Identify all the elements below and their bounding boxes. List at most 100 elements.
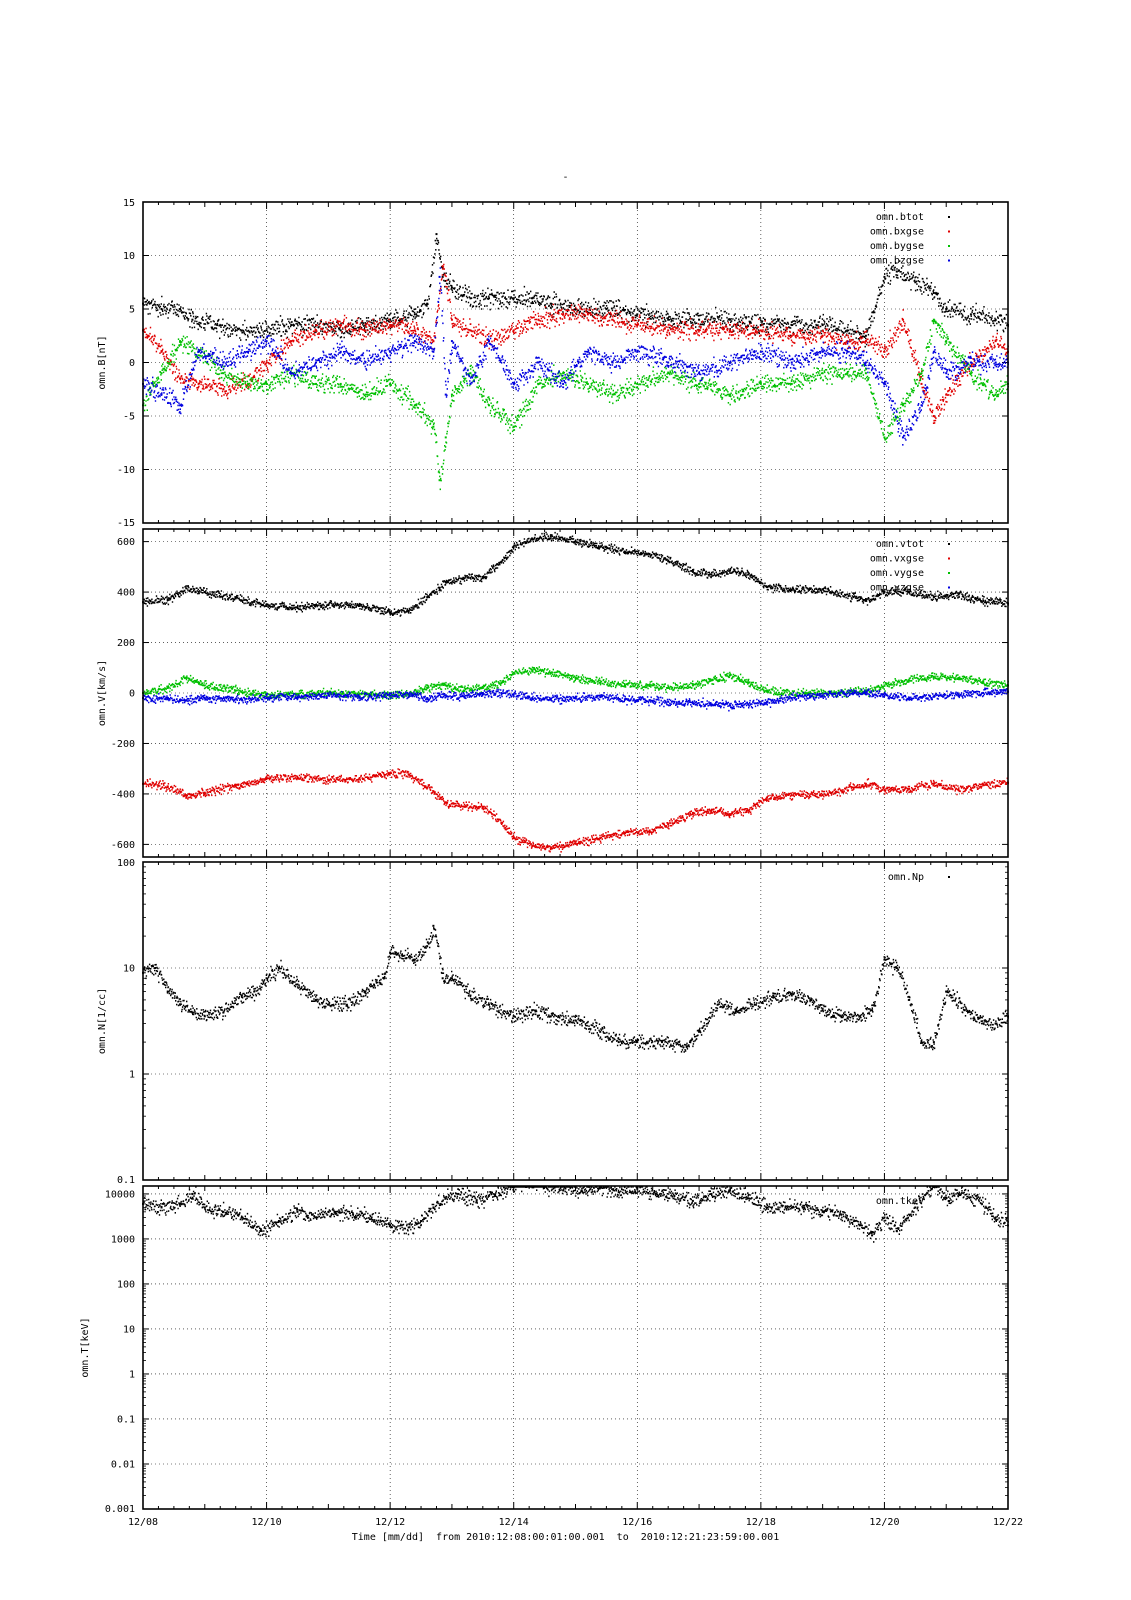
series-omn-Np — [142, 924, 1009, 1053]
data-point — [531, 297, 534, 300]
data-point — [450, 340, 453, 343]
data-point — [296, 776, 299, 779]
data-point — [821, 1009, 824, 1012]
data-point — [444, 436, 447, 439]
y-tick-label: 0.01 — [111, 1459, 135, 1470]
data-point — [945, 1197, 948, 1200]
plot-frame — [142, 861, 1009, 1181]
y-tick-label: 600 — [117, 537, 135, 548]
data-point — [290, 340, 293, 343]
data-point — [994, 393, 997, 396]
data-point — [179, 1003, 182, 1006]
legend-swatch — [948, 245, 950, 247]
data-point — [222, 1210, 225, 1213]
legend-label: omn.vxgse — [870, 554, 924, 565]
data-point — [234, 597, 237, 600]
legend-swatch — [948, 586, 950, 589]
data-point — [667, 686, 670, 689]
data-point — [932, 596, 935, 599]
data-point — [908, 998, 911, 1001]
data-point — [908, 591, 911, 594]
data-point — [259, 1230, 262, 1233]
data-point — [821, 692, 824, 694]
data-point — [179, 340, 182, 343]
data-point — [389, 318, 392, 321]
y-tick-label: 1 — [129, 1369, 135, 1380]
data-point — [667, 329, 670, 332]
data-point — [457, 1192, 460, 1195]
velocity-panel: -600 -400 -200 0 200 400 600 omn.vtot omn.vxgse o… — [97, 528, 1009, 858]
data-point — [413, 313, 416, 316]
legend-label: omn.vzgse — [870, 583, 924, 594]
data-point — [667, 823, 670, 826]
data-point — [389, 382, 392, 385]
data-point — [957, 676, 960, 679]
data-point — [957, 693, 960, 696]
data-point — [339, 324, 342, 327]
data-point — [290, 324, 293, 327]
data-point — [759, 324, 762, 327]
y-tick-label: 10 — [123, 964, 135, 975]
data-point — [691, 1199, 694, 1202]
y-tick-label: -200 — [111, 739, 135, 750]
data-point — [234, 689, 237, 692]
x-axis-title: Time [mm/dd] from 2010:12:08:00:01:00.00… — [351, 1532, 780, 1543]
data-point — [277, 967, 280, 969]
data-point — [790, 361, 793, 364]
data-point — [673, 1194, 676, 1197]
data-point — [864, 782, 867, 785]
data-point — [957, 593, 960, 596]
data-point — [648, 553, 651, 556]
data-point — [636, 1041, 639, 1044]
data-point — [512, 329, 515, 332]
data-point — [864, 692, 867, 694]
data-point — [191, 1192, 194, 1195]
data-point — [389, 951, 392, 954]
data-point — [407, 773, 410, 776]
data-point — [574, 540, 577, 543]
data-point — [339, 329, 342, 332]
data-point — [735, 1009, 738, 1012]
data-point — [543, 1186, 546, 1188]
data-point — [728, 1189, 731, 1192]
data-point — [203, 1015, 206, 1018]
data-point — [296, 606, 299, 609]
y-tick-label: 200 — [117, 638, 135, 649]
data-point — [759, 329, 762, 332]
x-tick-label: 12/14 — [499, 1517, 529, 1528]
data-point — [976, 1197, 979, 1200]
data-point — [636, 313, 639, 316]
data-point — [852, 786, 855, 789]
data-point — [883, 789, 886, 792]
data-point — [549, 1015, 552, 1018]
data-point — [932, 318, 935, 321]
data-point — [667, 361, 670, 364]
data-point — [444, 684, 447, 687]
data-point — [945, 393, 948, 396]
data-point — [728, 361, 731, 364]
legend-label: omn.bxgse — [870, 227, 924, 238]
data-point — [858, 1224, 861, 1227]
data-point — [197, 382, 200, 385]
data-point — [179, 404, 182, 407]
data-point — [710, 703, 713, 706]
data-point — [531, 844, 534, 847]
data-point — [389, 772, 392, 775]
data-point — [710, 809, 713, 812]
data-point — [166, 686, 169, 689]
data-point — [636, 324, 639, 327]
data-point — [871, 1009, 874, 1012]
data-point — [932, 350, 935, 353]
data-point — [441, 275, 444, 278]
data-point — [463, 577, 466, 580]
data-point — [253, 990, 256, 993]
data-point — [358, 777, 361, 780]
data-point — [413, 329, 416, 332]
data-point — [895, 270, 898, 273]
data-point — [994, 318, 997, 321]
legend-label: omn.vtot — [876, 539, 924, 550]
data-point — [790, 324, 793, 327]
data-point — [821, 694, 824, 697]
x-tick-label: 12/16 — [622, 1517, 652, 1528]
data-point — [623, 698, 626, 701]
